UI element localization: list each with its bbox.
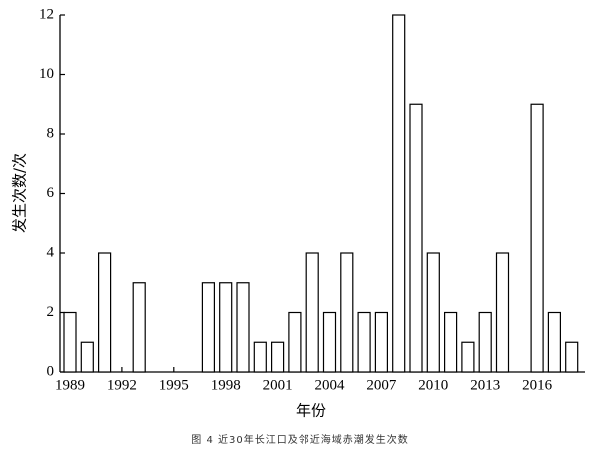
y-tick-label: 2 — [47, 304, 55, 320]
bar — [495, 252, 510, 373]
x-tick-label: 2004 — [315, 377, 346, 393]
bar — [374, 311, 388, 373]
bar — [288, 311, 302, 373]
y-tick-label: 8 — [47, 125, 55, 141]
bar — [201, 282, 215, 373]
y-tick-label: 4 — [47, 244, 55, 260]
y-tick-label: 10 — [39, 66, 54, 82]
bar — [253, 341, 267, 373]
y-tick-label: 6 — [47, 185, 55, 201]
bar — [63, 311, 77, 373]
bar — [305, 252, 319, 373]
bar — [530, 103, 544, 373]
bar — [565, 341, 579, 373]
x-tick-label: 1989 — [55, 377, 85, 393]
x-tick-label: 2010 — [418, 377, 448, 393]
bar — [444, 311, 458, 373]
x-axis-label: 年份 — [296, 402, 326, 420]
x-tick-label: 1992 — [107, 377, 137, 393]
y-axis-label: 发生次数/次 — [11, 153, 29, 233]
bar — [97, 252, 112, 373]
bar — [340, 252, 354, 373]
bar — [132, 282, 146, 373]
bar — [547, 311, 562, 373]
bar — [426, 252, 440, 373]
bar — [236, 282, 250, 373]
caption: 图 4 近30年长江口及邻近海域赤潮发生次数 — [191, 433, 408, 446]
x-tick-label: 1995 — [159, 377, 189, 393]
bar — [392, 14, 406, 373]
x-tick-label: 2013 — [470, 377, 500, 393]
y-tick-label: 12 — [39, 6, 54, 22]
bar — [357, 311, 371, 373]
x-tick-label: 2001 — [263, 377, 293, 393]
bar — [409, 103, 423, 373]
bar — [80, 341, 94, 373]
y-tick-label: 0 — [47, 363, 55, 379]
bar — [271, 341, 285, 373]
bar — [322, 311, 337, 373]
x-tick-label: 1998 — [211, 377, 241, 393]
x-tick-label: 2016 — [522, 377, 553, 393]
bar — [219, 282, 233, 373]
x-tick-label: 2007 — [366, 377, 397, 393]
bar — [461, 341, 475, 373]
bar — [478, 311, 492, 373]
